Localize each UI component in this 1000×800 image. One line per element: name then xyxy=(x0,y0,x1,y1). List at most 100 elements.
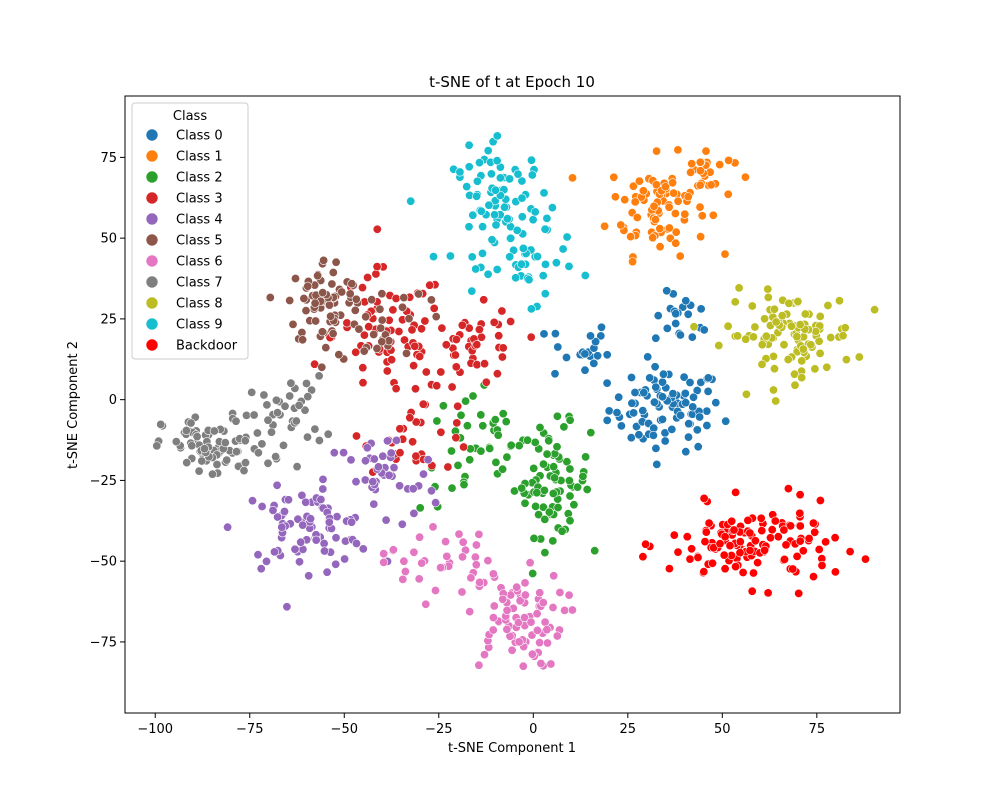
scatter-point-series-1 xyxy=(664,223,674,233)
scatter-point-series-9 xyxy=(526,155,536,165)
scatter-point-series-7 xyxy=(171,437,181,447)
scatter-point-series-3 xyxy=(452,418,462,428)
scatter-point-series-6 xyxy=(502,624,512,634)
scatter-point-series-8 xyxy=(771,317,781,327)
scatter-point-series-3 xyxy=(472,360,482,370)
x-tick-label: −75 xyxy=(236,722,263,737)
scatter-point-series-8 xyxy=(768,385,778,395)
scatter-point-series-7 xyxy=(292,462,302,472)
scatter-point-series-2 xyxy=(565,491,575,501)
scatter-point-series-1 xyxy=(670,209,680,219)
scatter-point-series-10 xyxy=(773,532,783,542)
scatter-point-series-10 xyxy=(669,530,679,540)
scatter-point-series-0 xyxy=(651,333,661,343)
scatter-point-series-9 xyxy=(462,182,472,192)
scatter-point-series-6 xyxy=(415,532,425,542)
scatter-point-series-2 xyxy=(538,502,548,512)
scatter-point-series-4 xyxy=(279,506,289,516)
legend-label: Class 8 xyxy=(176,297,223,312)
scatter-point-series-3 xyxy=(489,317,499,327)
scatter-point-series-1 xyxy=(695,166,705,176)
scatter-point-series-1 xyxy=(600,221,610,231)
scatter-point-series-7 xyxy=(257,439,267,449)
scatter-point-series-9 xyxy=(540,224,550,234)
scatter-point-series-5 xyxy=(431,312,441,322)
scatter-point-series-10 xyxy=(693,552,703,562)
scatter-point-series-8 xyxy=(840,323,850,333)
scatter-point-series-6 xyxy=(475,577,485,587)
scatter-point-series-3 xyxy=(476,332,486,342)
scatter-point-series-10 xyxy=(682,532,692,542)
scatter-point-series-1 xyxy=(567,173,577,183)
scatter-point-series-4 xyxy=(301,497,311,507)
scatter-point-series-4 xyxy=(340,554,350,564)
scatter-point-series-0 xyxy=(553,342,563,352)
scatter-point-series-6 xyxy=(513,617,523,627)
scatter-point-series-2 xyxy=(491,457,501,467)
y-tick-label: 0 xyxy=(109,393,117,408)
scatter-point-series-0 xyxy=(699,325,709,335)
scatter-point-series-2 xyxy=(539,485,549,495)
scatter-point-series-4 xyxy=(431,498,441,508)
scatter-point-series-9 xyxy=(464,162,474,172)
scatter-point-series-8 xyxy=(777,311,787,321)
scatter-point-series-3 xyxy=(388,305,398,315)
scatter-point-series-10 xyxy=(738,567,748,577)
scatter-point-series-1 xyxy=(660,182,670,192)
legend-marker xyxy=(145,254,159,268)
scatter-point-series-8 xyxy=(741,334,751,344)
scatter-point-series-4 xyxy=(297,490,307,500)
scatter-point-series-10 xyxy=(743,515,753,525)
scatter-point-series-0 xyxy=(692,385,702,395)
scatter-point-series-2 xyxy=(535,422,545,432)
legend-marker xyxy=(145,233,159,247)
scatter-point-series-3 xyxy=(372,224,382,234)
scatter-point-series-5 xyxy=(317,327,327,337)
scatter-point-series-9 xyxy=(445,251,455,261)
scatter-point-series-2 xyxy=(559,422,569,432)
scatter-point-series-9 xyxy=(505,252,515,262)
scatter-point-series-2 xyxy=(490,415,500,425)
scatter-point-series-0 xyxy=(680,388,690,398)
scatter-point-series-7 xyxy=(272,408,282,418)
scatter-point-series-4 xyxy=(373,462,383,472)
scatter-point-series-10 xyxy=(753,558,763,568)
y-tick-label: −75 xyxy=(90,635,117,650)
scatter-point-series-6 xyxy=(379,557,389,567)
scatter-point-series-0 xyxy=(650,362,660,372)
scatter-point-series-1 xyxy=(695,202,705,212)
y-tick-label: −50 xyxy=(90,555,117,570)
scatter-point-series-4 xyxy=(223,522,233,532)
scatter-point-series-4 xyxy=(381,515,391,525)
scatter-point-series-0 xyxy=(604,406,614,416)
scatter-point-series-3 xyxy=(359,330,369,340)
legend-marker xyxy=(145,128,159,142)
scatter-point-series-2 xyxy=(446,446,456,456)
scatter-point-series-10 xyxy=(795,508,805,518)
scatter-point-series-3 xyxy=(472,340,482,350)
scatter-point-series-9 xyxy=(538,271,548,281)
scatter-point-series-2 xyxy=(550,473,560,483)
scatter-point-series-7 xyxy=(242,410,252,420)
scatter-point-series-10 xyxy=(765,533,775,543)
scatter-point-series-10 xyxy=(720,564,730,574)
scatter-point-series-0 xyxy=(657,377,667,387)
x-tick-label: 25 xyxy=(620,722,637,737)
scatter-point-series-4 xyxy=(319,538,329,548)
scatter-point-series-8 xyxy=(810,364,820,374)
scatter-point-series-1 xyxy=(628,257,638,267)
scatter-point-series-10 xyxy=(792,551,802,561)
scatter-point-series-5 xyxy=(426,295,436,305)
scatter-point-series-9 xyxy=(477,248,487,258)
scatter-point-series-10 xyxy=(788,564,798,574)
scatter-point-series-7 xyxy=(271,452,281,462)
scatter-point-series-6 xyxy=(535,638,545,648)
scatter-point-series-5 xyxy=(303,281,313,291)
scatter-point-series-7 xyxy=(186,418,196,428)
scatter-point-series-6 xyxy=(520,590,530,600)
scatter-point-series-6 xyxy=(414,574,424,584)
scatter-point-series-4 xyxy=(360,456,370,466)
x-tick-label: −25 xyxy=(425,722,452,737)
scatter-point-series-5 xyxy=(377,289,387,299)
scatter-point-series-6 xyxy=(535,588,545,598)
